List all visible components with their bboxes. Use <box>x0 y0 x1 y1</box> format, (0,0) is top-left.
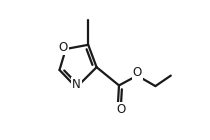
Text: N: N <box>72 78 81 90</box>
Text: O: O <box>133 66 142 79</box>
Text: O: O <box>59 41 68 54</box>
Text: O: O <box>117 103 126 116</box>
